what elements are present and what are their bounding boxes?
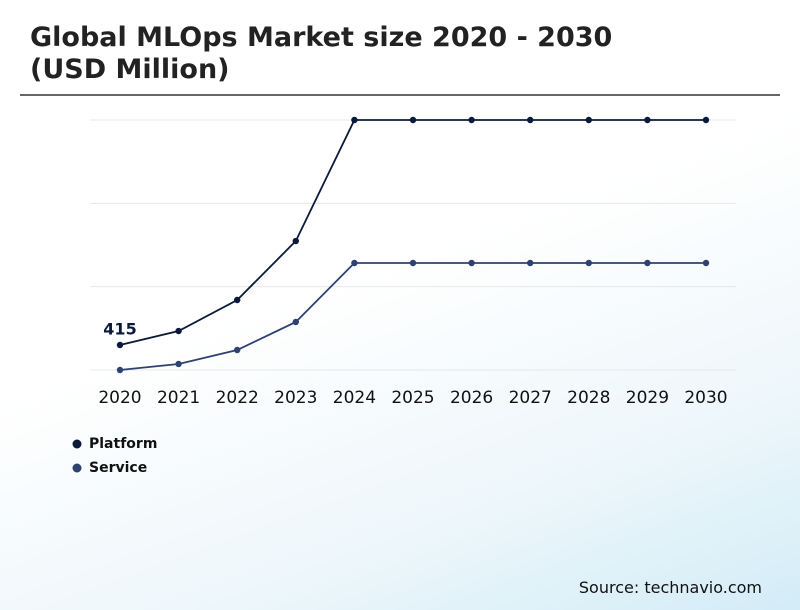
point — [175, 360, 182, 368]
x-tick-label: 2028 — [567, 388, 610, 408]
x-tick-label: 2026 — [450, 388, 493, 408]
point — [175, 327, 182, 335]
point — [116, 366, 124, 374]
x-tick-label: 2029 — [626, 388, 669, 408]
point — [527, 259, 534, 267]
point — [644, 259, 651, 267]
point — [702, 259, 710, 267]
legend-label: Service — [89, 460, 147, 476]
chart-title: Global MLOps Market size 2020 - 2030 (US… — [30, 22, 613, 85]
point — [351, 259, 358, 267]
point — [234, 296, 241, 304]
point — [468, 259, 475, 267]
point — [644, 116, 651, 124]
point — [409, 116, 417, 124]
x-tick-label: 2025 — [391, 388, 434, 408]
x-tick-label: 2023 — [274, 388, 317, 408]
point — [409, 259, 417, 267]
point — [116, 341, 124, 349]
source: Source: technavio.com — [578, 578, 762, 597]
x-tick-label: 2021 — [157, 388, 200, 408]
point — [585, 116, 592, 124]
point — [234, 346, 241, 354]
point — [702, 116, 710, 124]
point — [468, 116, 475, 124]
x-tick-label: 2030 — [684, 388, 727, 408]
point — [351, 116, 358, 124]
legend-label: Platform — [89, 436, 157, 452]
data-label: 415 — [103, 320, 136, 339]
legend-marker — [72, 439, 82, 449]
x-tick-label: 2020 — [98, 388, 141, 408]
line — [119, 119, 706, 346]
x-tick-label: 2024 — [333, 388, 376, 408]
point — [585, 259, 592, 267]
x-tick-label: 2022 — [216, 388, 259, 408]
title-rule — [20, 94, 780, 96]
point — [292, 237, 299, 245]
point — [527, 116, 534, 124]
x-tick-label: 2027 — [509, 388, 552, 408]
point — [292, 318, 299, 326]
legend-marker — [72, 463, 82, 473]
